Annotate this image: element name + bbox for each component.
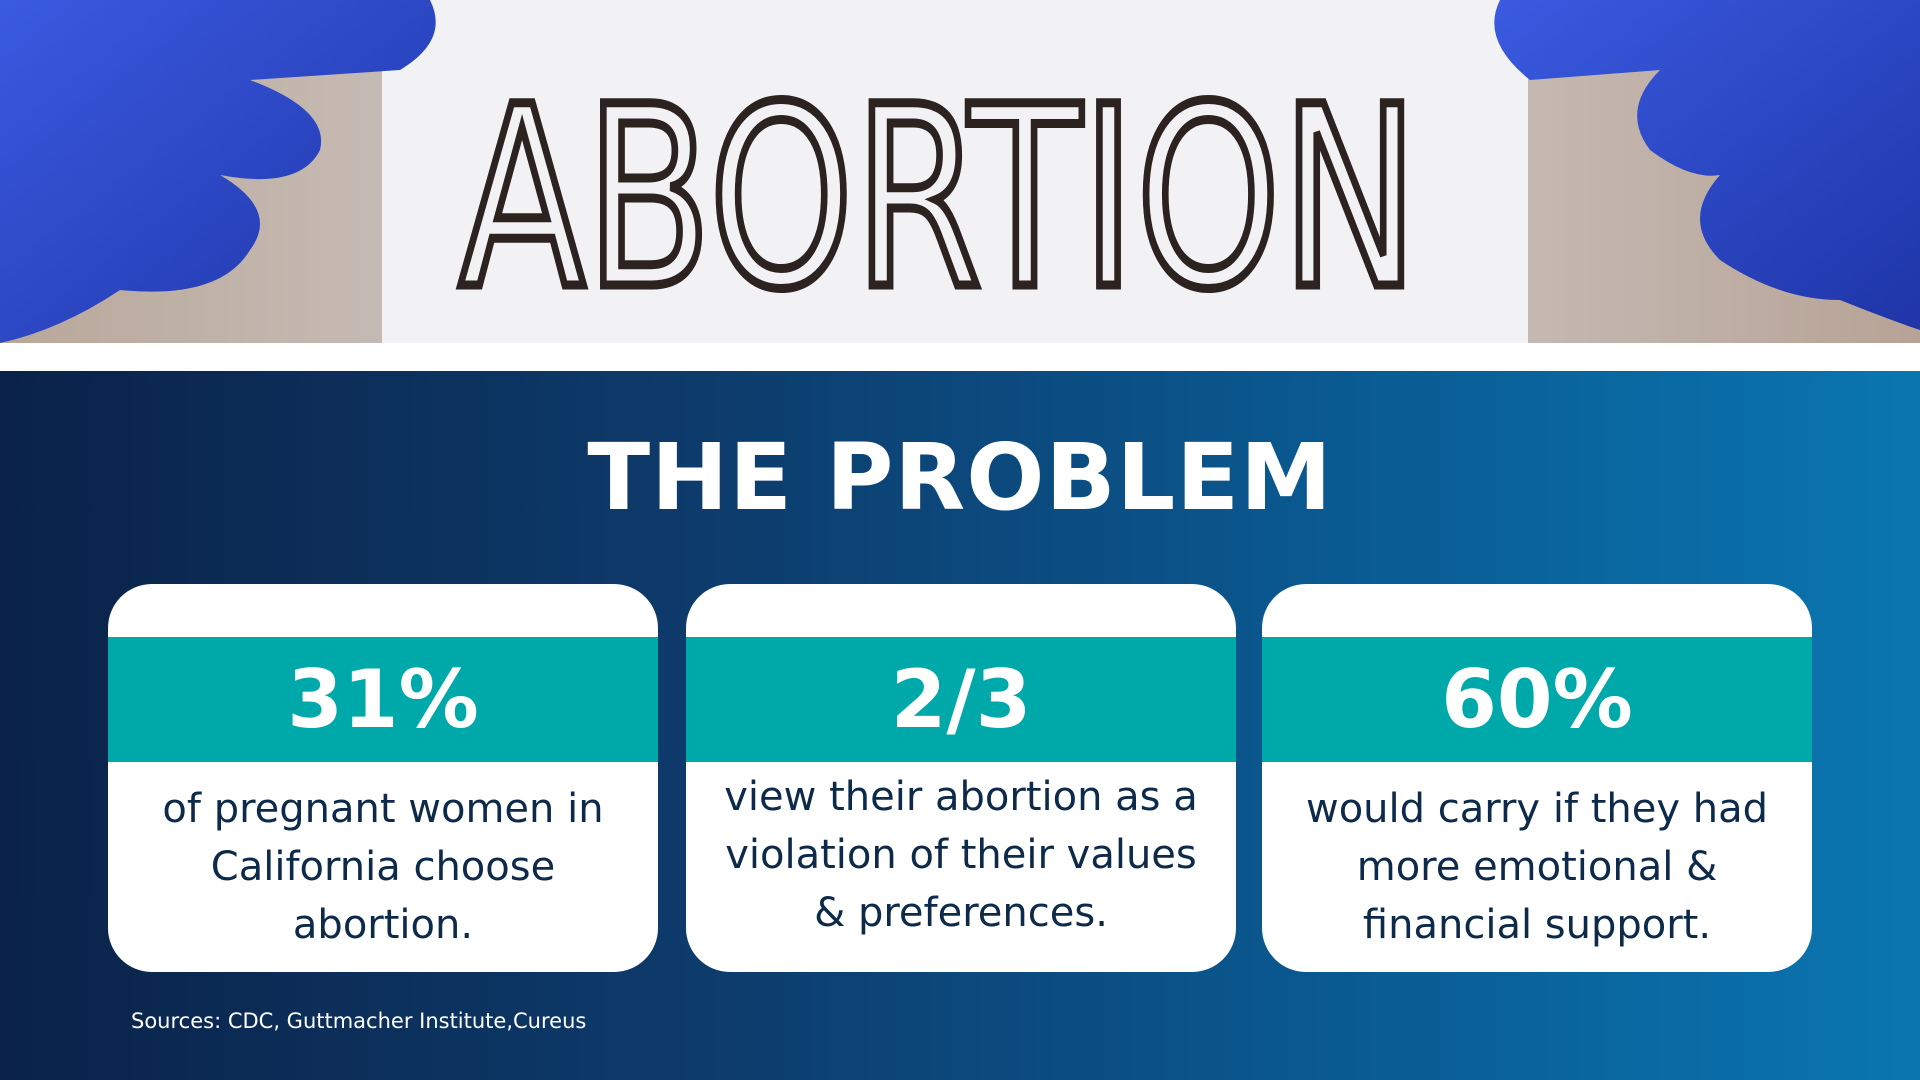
problem-panel: THE PROBLEM 31% of pregnant women in Cal… [0,371,1920,1080]
stat-band [686,637,1236,762]
stat-value: 31% [287,653,479,746]
stat-description: view their abortion as a violation of th… [724,774,1198,936]
stat-value: 2/3 [890,653,1032,746]
stat-band [108,637,658,762]
stat-card: 2/3 view their abortion as a violation o… [686,584,1236,972]
stat-description: would carry if they had more emotional &… [1305,786,1769,948]
section-title: THE PROBLEM [587,424,1333,531]
sign-card [382,0,1528,343]
header-photo: ABORTION [0,0,1920,343]
stat-value: 60% [1441,653,1633,746]
left-glove [0,0,436,343]
sign-text: ABORTION [459,53,1419,343]
sources: Sources: CDC, Guttmacher Institute,Cureu… [131,1009,587,1033]
right-glove [1494,0,1920,330]
stat-description: of pregnant women in California choose a… [162,786,604,948]
stat-card: 60% would carry if they had more emotion… [1262,584,1812,972]
stat-card: 31% of pregnant women in California choo… [108,584,658,972]
stat-band [1262,637,1812,762]
